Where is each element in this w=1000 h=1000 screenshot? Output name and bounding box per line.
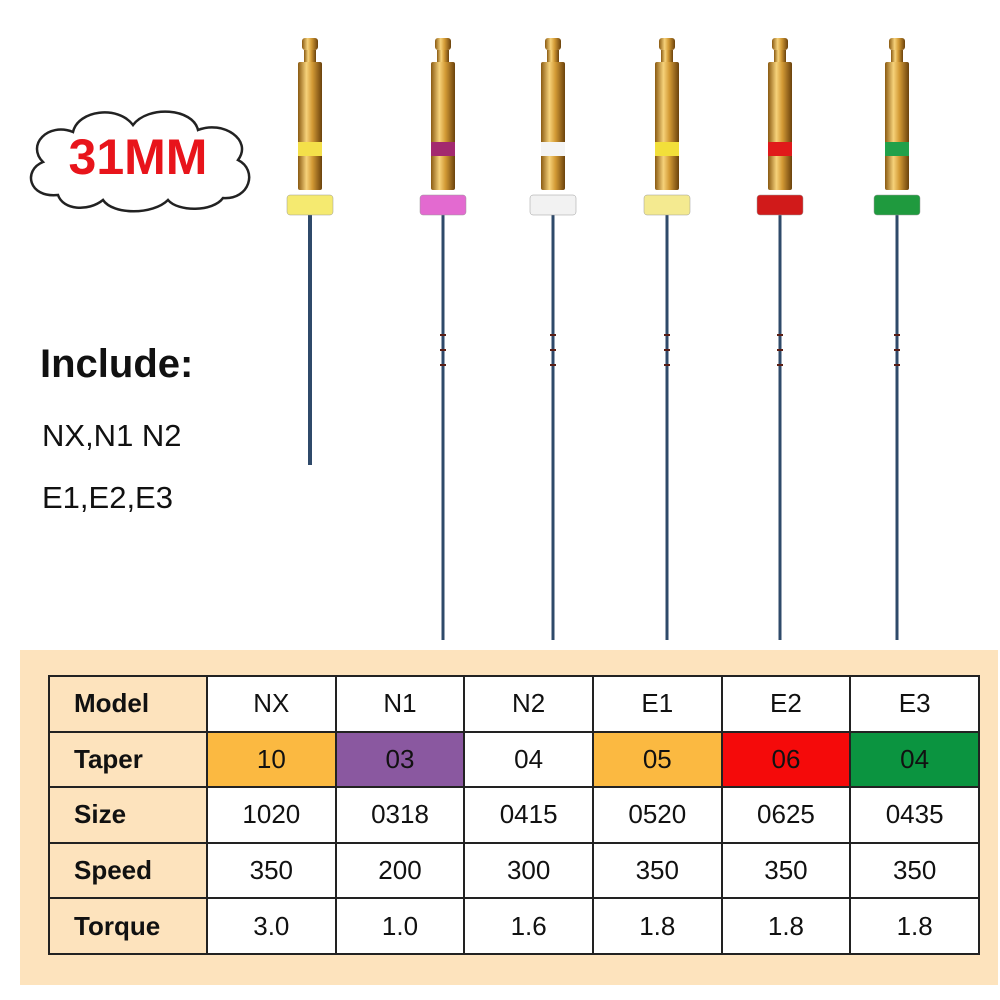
file-handle-cap <box>659 38 675 50</box>
table-cell: 1.8 <box>591 897 723 955</box>
file-handle <box>655 62 679 190</box>
row-header: Torque <box>48 897 208 955</box>
file-handle <box>298 62 322 190</box>
spec-table: Model NX N1 N2 E1 E2 E3 Taper 10 03 04 05 06 04 Size 10… <box>48 675 980 955</box>
table-cell: 350 <box>720 841 852 900</box>
table-row: Taper 10 03 04 05 06 04 <box>48 730 980 789</box>
file-handle-cap <box>889 38 905 50</box>
table-cell: 1020 <box>206 786 337 844</box>
rubber-stopper <box>643 194 691 216</box>
table-cell: 10 <box>206 730 337 789</box>
row-header: Speed <box>48 841 208 900</box>
table-cell: 3.0 <box>206 897 337 955</box>
file-handle <box>431 62 455 190</box>
table-cell: 0625 <box>720 786 852 844</box>
row-header: Size <box>48 786 208 844</box>
table-cell: E2 <box>720 675 852 733</box>
file-handle-neck <box>304 50 316 62</box>
table-cell: 1.0 <box>334 897 466 955</box>
table-cell: E1 <box>591 675 723 733</box>
rubber-stopper <box>286 194 334 216</box>
table-cell: 0318 <box>334 786 466 844</box>
table-cell: 03 <box>334 730 466 789</box>
table-cell: NX <box>206 675 337 733</box>
file-handle-neck <box>774 50 786 62</box>
table-cell: E3 <box>849 675 980 733</box>
table-cell: 04 <box>849 730 980 789</box>
file-handle <box>885 62 909 190</box>
row-header: Taper <box>48 730 208 789</box>
color-ring <box>655 142 679 156</box>
color-ring <box>431 142 455 156</box>
table-cell: 0415 <box>463 786 594 844</box>
table-cell: 200 <box>334 841 466 900</box>
file-handle-cap <box>545 38 561 50</box>
length-badge: 31MM <box>68 129 208 185</box>
table-row: Speed 350 200 300 350 350 350 <box>48 841 980 900</box>
rubber-stopper <box>419 194 467 216</box>
row-header: Model <box>48 675 208 733</box>
table-cell: 0435 <box>849 786 980 844</box>
rubber-stopper <box>873 194 921 216</box>
file-handle-cap <box>772 38 788 50</box>
table-cell: 350 <box>849 841 980 900</box>
include-line: E1,E2,E3 <box>42 480 173 515</box>
table-cell: N1 <box>334 675 466 733</box>
table-cell: 1.8 <box>720 897 852 955</box>
file-handle-neck <box>661 50 673 62</box>
include-title: Include: <box>40 342 194 386</box>
rubber-stopper <box>529 194 577 216</box>
color-ring <box>541 142 565 156</box>
table-cell: 04 <box>463 730 594 789</box>
table-row: Size 1020 0318 0415 0520 0625 0435 <box>48 786 980 844</box>
color-ring <box>298 142 322 156</box>
file-handle-neck <box>891 50 903 62</box>
table-cell: 1.8 <box>849 897 980 955</box>
table-cell: 05 <box>591 730 723 789</box>
table-cell: 0520 <box>591 786 723 844</box>
cloud-badge-shape <box>29 110 251 213</box>
table-cell: N2 <box>463 675 594 733</box>
table-cell: 350 <box>591 841 723 900</box>
color-ring <box>885 142 909 156</box>
table-row: Torque 3.0 1.0 1.6 1.8 1.8 1.8 <box>48 897 980 955</box>
endodontic-files-image <box>286 38 921 640</box>
file-handle <box>541 62 565 190</box>
file-handle-neck <box>437 50 449 62</box>
file-handle-neck <box>547 50 559 62</box>
color-ring <box>768 142 792 156</box>
table-cell: 1.6 <box>463 897 594 955</box>
table-cell: 06 <box>720 730 852 789</box>
file-handle-cap <box>302 38 318 50</box>
table-row: Model NX N1 N2 E1 E2 E3 <box>48 675 980 733</box>
table-cell: 350 <box>206 841 337 900</box>
table-cell: 300 <box>463 841 594 900</box>
include-line: NX,N1 N2 <box>42 418 182 453</box>
file-handle <box>768 62 792 190</box>
rubber-stopper <box>756 194 804 216</box>
file-handle-cap <box>435 38 451 50</box>
